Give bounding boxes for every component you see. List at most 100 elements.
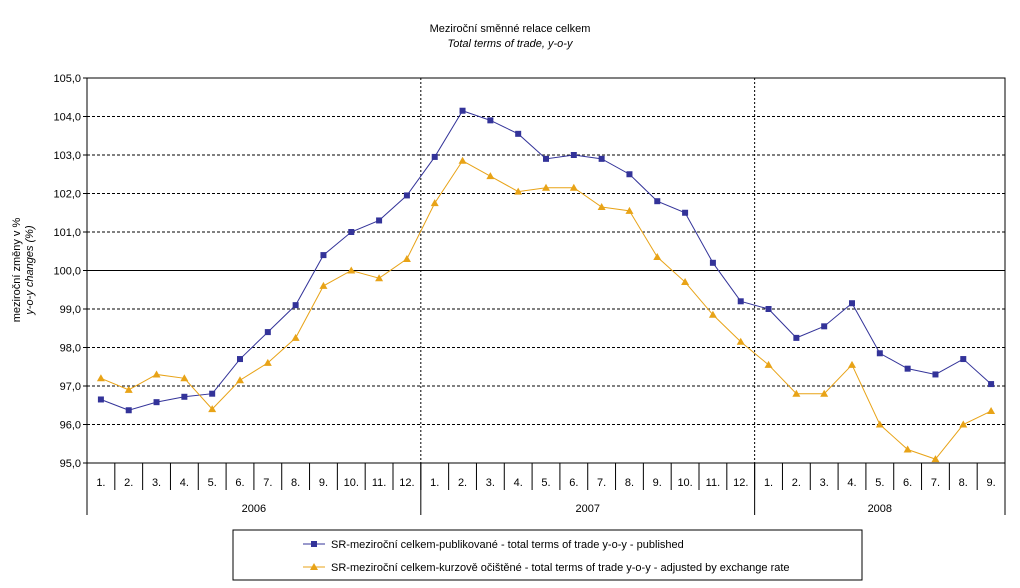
x-tick-label: 6. (569, 477, 578, 489)
data-point-adjusted (347, 266, 356, 274)
data-point-adjusted (430, 199, 439, 207)
data-point-adjusted (291, 333, 300, 341)
x-tick-label: 7. (931, 477, 940, 489)
data-point-published (515, 130, 522, 137)
data-point-adjusted (987, 407, 996, 415)
data-point-adjusted (820, 389, 829, 397)
data-point-published (348, 229, 355, 235)
data-point-adjusted (96, 374, 105, 382)
data-point-published (320, 252, 327, 259)
y-tick-label: 104,0 (53, 112, 81, 124)
data-point-published (403, 192, 410, 199)
data-point-published (793, 334, 800, 341)
data-point-published (209, 390, 216, 397)
data-point-published (181, 393, 188, 400)
year-label: 2007 (575, 503, 599, 515)
x-tick-label: 11. (706, 477, 720, 489)
data-point-published (125, 407, 132, 414)
y-tick-label: 105,0 (53, 73, 81, 85)
x-tick-label: 1. (764, 477, 773, 489)
data-point-published (988, 381, 995, 388)
data-point-published (904, 365, 911, 372)
data-point-adjusted (792, 389, 801, 397)
legend (232, 529, 863, 581)
data-point-published (237, 356, 243, 363)
y-tick-label: 101,0 (53, 227, 81, 239)
x-tick-label: 12. (399, 477, 414, 489)
x-tick-label: 10. (677, 477, 692, 489)
x-tick-label: 3. (486, 477, 495, 489)
data-point-adjusted (736, 337, 745, 345)
data-point-published (932, 371, 939, 378)
series-line-0 (100, 110, 992, 411)
series-line-1 (100, 160, 992, 460)
x-tick-label: 1. (96, 477, 105, 489)
data-point-published (682, 209, 689, 216)
x-tick-label: 8. (291, 477, 300, 489)
data-point-published (570, 152, 577, 158)
data-point-adjusted (708, 310, 717, 318)
data-point-adjusted (152, 370, 161, 378)
data-point-adjusted (903, 445, 912, 453)
data-point-adjusted (653, 253, 662, 261)
x-tick-label: 8. (625, 477, 634, 489)
x-tick-label: 4. (847, 477, 856, 489)
x-tick-label: 4. (180, 477, 189, 489)
x-tick-label: 12. (733, 477, 748, 489)
data-point-adjusted (764, 360, 773, 368)
x-tick-label: 2. (792, 477, 801, 489)
data-point-adjusted (931, 455, 940, 463)
x-tick-label: 2. (458, 477, 467, 489)
y-tick-label: 95,0 (60, 458, 81, 470)
x-tick-label: 6. (903, 477, 912, 489)
data-point-adjusted (458, 156, 467, 164)
y-axis-label-en: y-o-y changes (%) (24, 225, 36, 316)
data-point-published (709, 259, 716, 266)
x-tick-label: 5. (875, 477, 884, 489)
data-point-published (543, 155, 549, 162)
data-point-published (821, 323, 828, 330)
data-point-published (431, 153, 438, 160)
data-point-adjusted (319, 281, 328, 289)
y-tick-label: 100,0 (53, 266, 81, 278)
x-tick-label: 9. (319, 477, 328, 489)
data-point-published (292, 302, 299, 309)
data-point-adjusted (514, 187, 523, 195)
data-point-adjusted (625, 206, 634, 214)
x-tick-label: 11. (372, 477, 386, 489)
data-point-adjusted (542, 183, 550, 191)
data-point-published (487, 117, 494, 124)
x-tick-label: 10. (344, 477, 359, 489)
data-point-published (264, 329, 271, 336)
data-point-published (376, 217, 383, 224)
y-tick-label: 98,0 (60, 343, 81, 355)
legend-label-published: SR-meziroční celkem-publikované - total … (331, 539, 684, 551)
data-point-adjusted (180, 374, 189, 382)
data-point-adjusted (263, 358, 272, 366)
x-tick-label: 3. (152, 477, 161, 489)
data-point-adjusted (375, 274, 384, 282)
data-point-published (153, 399, 160, 406)
y-tick-label: 96,0 (60, 420, 81, 432)
data-point-adjusted (681, 278, 690, 286)
x-tick-label: 7. (263, 477, 272, 489)
legend-marker-square (311, 541, 317, 547)
data-point-adjusted (597, 202, 606, 210)
data-point-published (626, 171, 633, 178)
x-tick-label: 1. (430, 477, 439, 489)
data-point-published (849, 300, 855, 307)
y-tick-label: 102,0 (53, 189, 81, 201)
chart-subtitle: Total terms of trade, y-o-y (448, 38, 574, 50)
chart-title: Meziroční směnné relace celkem (430, 23, 591, 35)
data-point-published (654, 198, 661, 205)
x-tick-label: 9. (653, 477, 662, 489)
x-tick-label: 3. (820, 477, 829, 489)
y-tick-label: 99,0 (60, 304, 81, 316)
y-tick-label: 97,0 (60, 381, 81, 393)
legend-label-adjusted: SR-meziroční celkem-kurzově očištěné - t… (331, 562, 790, 574)
data-point-adjusted (569, 183, 578, 191)
y-axis-label: meziroční změny v % (11, 218, 23, 323)
data-point-published (960, 356, 967, 363)
